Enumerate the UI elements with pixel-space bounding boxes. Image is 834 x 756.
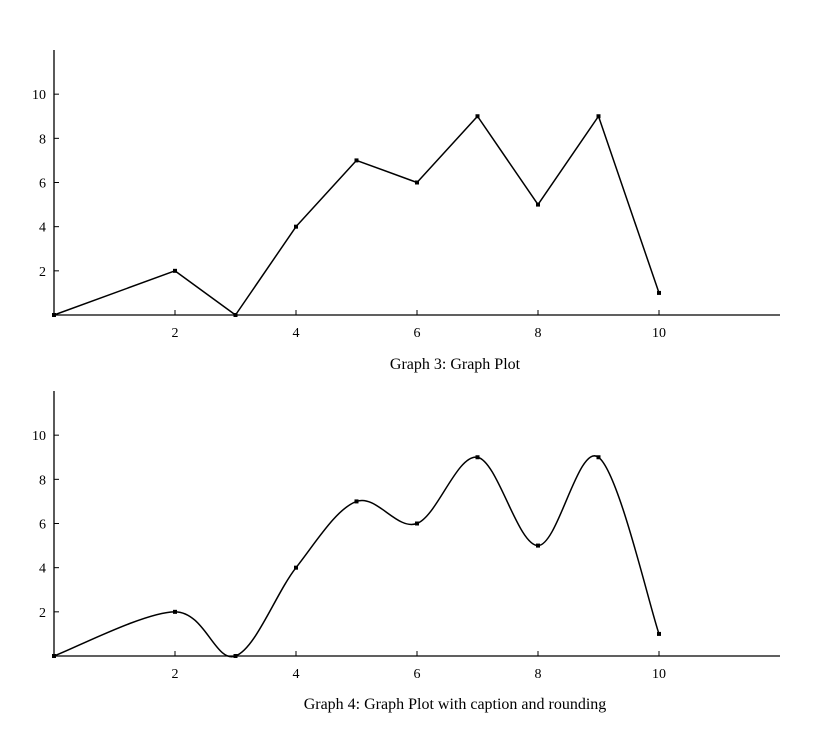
data-point [354, 499, 359, 504]
data-point [475, 455, 480, 460]
x-tick-label: 8 [535, 667, 542, 682]
data-point [52, 654, 56, 658]
data-point [52, 313, 56, 317]
x-tick-label: 2 [172, 667, 179, 682]
data-point [294, 565, 298, 570]
x-tick-label: 8 [535, 326, 542, 341]
data-point [294, 224, 298, 229]
x-tick-label: 10 [652, 326, 666, 341]
data-point [173, 609, 177, 614]
x-tick-label: 6 [414, 326, 421, 341]
x-tick-label: 10 [652, 667, 666, 682]
x-tick-label: 4 [293, 326, 300, 341]
data-point [536, 543, 540, 548]
data-point [536, 202, 540, 207]
y-tick-label: 4 [39, 221, 46, 236]
y-tick-label: 4 [39, 562, 46, 577]
y-tick-label: 10 [32, 429, 46, 444]
data-point [596, 455, 601, 460]
series-line [53, 455, 660, 658]
data-point [657, 290, 661, 295]
y-tick-label: 6 [39, 177, 46, 192]
x-tick-label: 2 [172, 326, 179, 341]
data-point [233, 654, 238, 658]
y-tick-label: 8 [39, 473, 46, 488]
data-point [415, 521, 419, 526]
chart-caption: Graph 3: Graph Plot [390, 356, 521, 373]
data-point [354, 158, 359, 163]
y-tick-label: 10 [32, 88, 46, 103]
data-point [233, 313, 238, 317]
y-tick-label: 2 [39, 265, 46, 280]
x-tick-label: 6 [414, 667, 421, 682]
series-line [53, 115, 660, 316]
y-tick-label: 6 [39, 518, 46, 533]
graph-3-chart: 2 4 6 8 10 2 4 6 8 10 Graph 3: Graph Plot [32, 50, 780, 373]
data-point [415, 180, 419, 185]
chart-caption: Graph 4: Graph Plot with caption and rou… [304, 696, 607, 713]
y-tick-label: 2 [39, 606, 46, 621]
x-tick-label: 4 [293, 667, 300, 682]
data-point [173, 268, 177, 273]
data-point [657, 631, 661, 636]
data-point [596, 114, 601, 119]
data-point [475, 114, 480, 119]
graph-4-chart: 2 4 6 8 10 2 4 6 8 10 Graph 4: Graph Plot with cap… [32, 391, 780, 713]
y-tick-label: 8 [39, 132, 46, 147]
